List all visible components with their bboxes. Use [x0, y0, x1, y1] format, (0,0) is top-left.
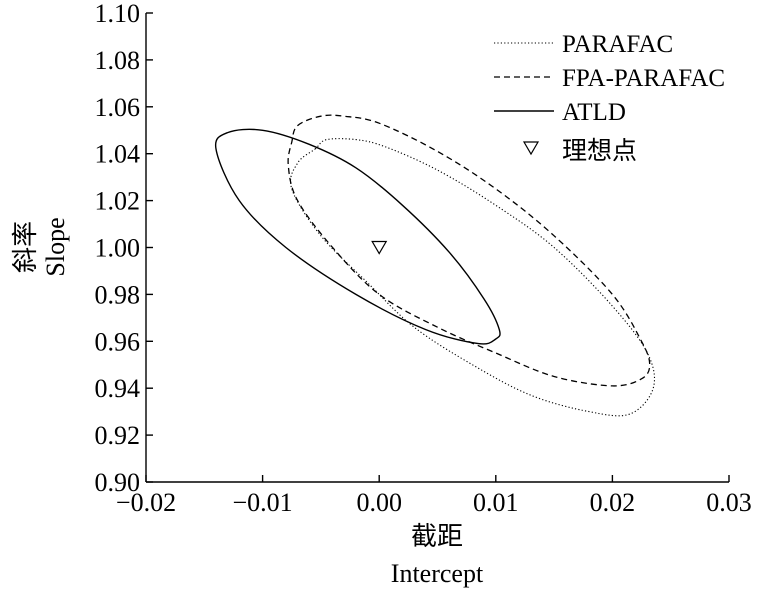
- x-tick-label: −0.01: [233, 488, 293, 517]
- y-axis-title-cn: 斜率: [11, 221, 40, 273]
- series-atld-ellipse: [214, 128, 501, 345]
- y-tick-label: 0.96: [95, 327, 141, 356]
- legend-marker-ideal-point: [522, 141, 540, 156]
- legend-label-ideal-point: 理想点: [562, 137, 637, 165]
- plot-area: −0.02 −0.01 0.00 0.01 0.02 0.03 1.10 1.08 1.06 1.…: [95, 0, 752, 517]
- legend-label-atld: ATLD: [562, 99, 626, 126]
- y-tick-label: 0.98: [95, 280, 141, 309]
- legend-label-parafac: PARAFAC: [562, 31, 673, 58]
- y-tick-label: 0.94: [95, 374, 141, 403]
- x-tick-label: 0.02: [590, 488, 636, 517]
- x-tick-label: 0.00: [356, 488, 402, 517]
- series-parafac-ellipse: [289, 138, 656, 417]
- x-axis-title: 截距 Intercept: [391, 522, 484, 588]
- y-tick-label: 1.06: [95, 93, 141, 122]
- y-tick-label: 1.10: [95, 0, 141, 28]
- x-axis-title-en: Intercept: [391, 559, 484, 588]
- y-axis-title: 斜率 Slope: [11, 217, 70, 276]
- y-tick-label: 1.00: [95, 234, 141, 263]
- y-tick-label: 1.02: [95, 187, 141, 216]
- x-tick-label: −0.02: [116, 488, 176, 517]
- y-tick-label: 1.08: [95, 46, 141, 75]
- points-layer: [371, 240, 388, 255]
- y-tick-label: 0.90: [95, 468, 141, 497]
- x-axis-title-cn: 截距: [411, 522, 463, 551]
- y-tick-label: 0.92: [95, 421, 141, 450]
- tick-group: −0.02 −0.01 0.00 0.01 0.02 0.03 1.10 1.08 1.06 1.…: [95, 0, 752, 517]
- series-fpa-parafac-ellipse: [287, 114, 651, 387]
- x-tick-label: 0.01: [473, 488, 519, 517]
- legend-label-fpa-parafac: FPA-PARAFAC: [562, 65, 725, 92]
- y-axis-title-en: Slope: [41, 217, 70, 276]
- x-tick-label: 0.03: [706, 488, 752, 517]
- y-tick-label: 1.04: [95, 140, 141, 169]
- series-layer: [214, 114, 656, 417]
- legend: PARAFAC FPA-PARAFAC ATLD 理想点: [494, 31, 725, 165]
- ideal-point-marker: [371, 240, 388, 255]
